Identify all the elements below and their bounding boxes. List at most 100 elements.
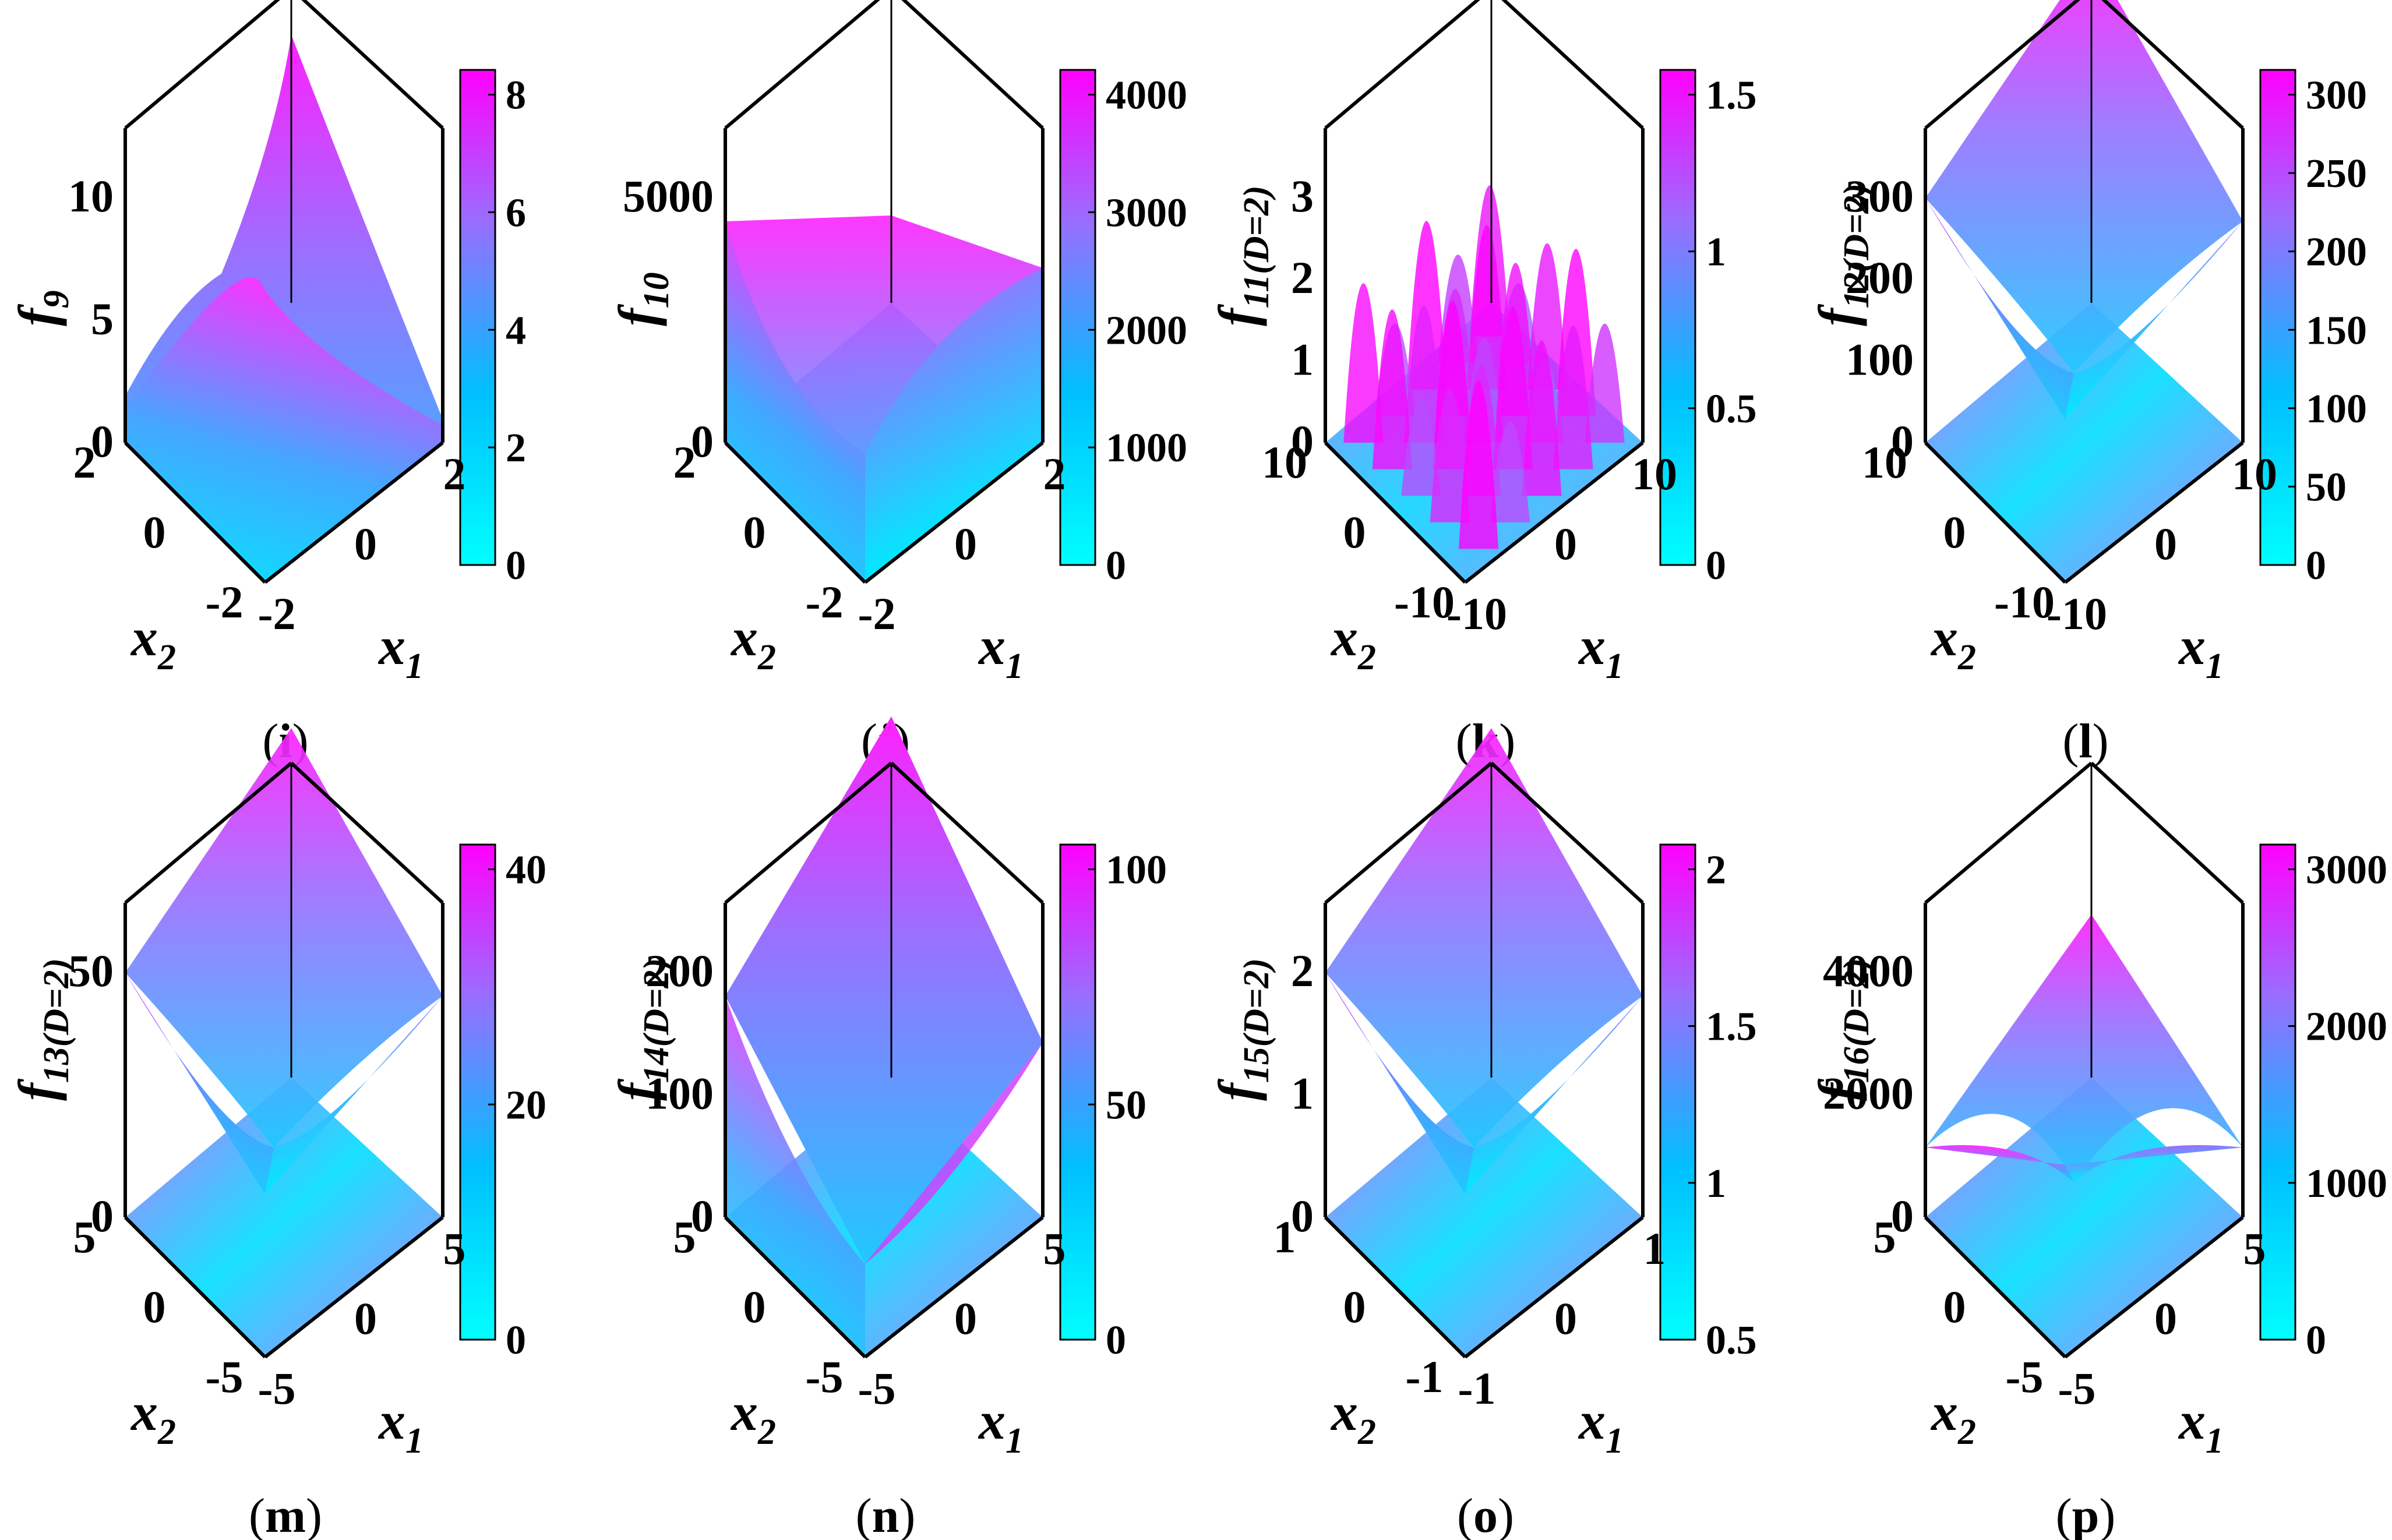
surface-front-left	[1925, 198, 2074, 419]
colorbar-tick-label: 50	[1106, 1083, 1146, 1128]
x1-axis-label: x1	[2178, 1391, 2224, 1461]
x1-tick-label: 0	[2154, 1293, 2177, 1344]
z-axis-label-subscript: 12(D=2)	[1837, 183, 1876, 308]
axis-edge	[1924, 761, 2093, 905]
surface-front-right	[1465, 996, 1643, 1194]
surface-front-left	[1925, 1145, 2074, 1182]
x1-tick-label: -1	[1458, 1363, 1496, 1414]
z-tick-label: 2	[1291, 945, 1314, 996]
x1-label-subscript: 1	[405, 647, 424, 686]
surface-peak	[1490, 421, 1530, 522]
x1-label-base: x	[378, 1391, 405, 1450]
caption-letter: o	[1473, 1489, 1498, 1540]
x2-tick-label: 5	[73, 1211, 96, 1262]
axis-edge	[2064, 441, 2244, 584]
colorbar-tick-label: 8	[506, 73, 526, 118]
x1-tick-label: 2	[443, 448, 466, 499]
x2-tick-label: -10	[1394, 577, 1455, 627]
axes-box	[724, 0, 1045, 584]
z-tick-label: 300	[1846, 171, 1914, 221]
x2-tick-label: 10	[1862, 437, 1907, 488]
x1-tick-label: 0	[354, 1293, 377, 1344]
z-tick-label: 1	[1291, 1068, 1314, 1118]
colorbar: 0 50 100 150 200 250 300	[2259, 69, 2367, 588]
colorbar-tick-label: 40	[506, 848, 546, 893]
caption-letter: n	[872, 1489, 899, 1540]
x2-tick-label: 0	[743, 507, 766, 557]
z-axis-label-subscript: 16(D=2)	[1837, 958, 1876, 1083]
z-ticks: 0 1 2 3	[1291, 171, 1314, 467]
colorbar-tick-label: 0	[2306, 543, 2326, 588]
x2-tick-label: 2	[73, 437, 96, 488]
colorbar-tick-label: 1000	[2306, 1161, 2387, 1206]
x2-tick-label: 0	[743, 1281, 766, 1332]
colorbar: 0 2 4 6 8	[459, 69, 526, 588]
z-axis-label-subscript: 13(D=2)	[37, 958, 76, 1083]
z-tick-label: 0	[691, 416, 714, 467]
caption-paren: (	[2056, 1489, 2072, 1540]
z-axis-label-subscript: 14(D=2)	[637, 958, 676, 1083]
x1-label-subscript: 1	[1006, 1421, 1024, 1461]
surface-plot	[1925, 0, 2243, 582]
x1-axis-label: x1	[1578, 1391, 1624, 1461]
colorbar: 0 0.5 1 1.5	[1659, 69, 1757, 588]
axis-edge	[724, 0, 880, 130]
z-tick-label: 50	[68, 945, 114, 996]
x1-tick-label: -5	[858, 1363, 896, 1414]
axis-edge	[1924, 1216, 2067, 1359]
z-axis-label-subscript: 9	[37, 290, 76, 308]
surface-plot	[1925, 914, 2243, 1357]
caption: (n)	[856, 1489, 916, 1540]
z-ticks: 0 50	[68, 945, 114, 1241]
surface-front	[125, 277, 443, 582]
z-tick-label: 0	[91, 1191, 114, 1241]
surface-plot	[725, 716, 1043, 1357]
axis-edge	[124, 761, 292, 905]
surface-front-left	[125, 973, 274, 1194]
z-tick-label: 0	[91, 416, 114, 467]
x2-axis-label: x2	[130, 1382, 176, 1452]
colorbar-tick-label: 150	[2306, 308, 2367, 353]
colorbar: 0.5 1 1.5 2	[1659, 843, 1757, 1363]
x1-label-subscript: 1	[1606, 1421, 1624, 1461]
x1-axis-label: x1	[378, 1391, 424, 1461]
surface-front-left	[725, 221, 865, 582]
z-tick-label: 100	[645, 1068, 714, 1118]
x2-axis-label: x2	[730, 607, 776, 677]
z-ticks: 0 2000 4000	[1823, 945, 1914, 1241]
axis-edge	[1464, 1216, 1644, 1359]
caption-letter: m	[265, 1489, 306, 1540]
x2-label-subscript: 2	[757, 1412, 776, 1452]
x2-axis-label: x2	[730, 1382, 776, 1452]
z-tick-label: 200	[645, 945, 714, 996]
x1-tick-label: 2	[1043, 448, 1066, 499]
x2-tick-label: -2	[806, 577, 844, 627]
x2-axis-label: x2	[1930, 607, 1976, 677]
axis-edge	[1324, 1216, 1467, 1359]
z-tick-label: 2000	[1823, 1068, 1914, 1118]
caption-letter: l	[2079, 714, 2092, 768]
z-ticks: 0 5 10	[68, 171, 114, 467]
colorbar-tick-label: 1	[1706, 1161, 1726, 1206]
x1-label-base: x	[2178, 616, 2206, 676]
x1-axis-label: x1	[978, 1391, 1024, 1461]
caption-paren: (	[1456, 714, 1472, 768]
z-tick-label: 0	[1291, 416, 1314, 467]
caption-paren: (	[2062, 714, 2079, 768]
x2-tick-label: 0	[143, 1281, 166, 1332]
z-axis-label: f13(D=2)	[8, 958, 76, 1101]
x1-label-subscript: 1	[1006, 647, 1024, 686]
axis-edge	[124, 0, 280, 130]
x2-label-subscript: 2	[757, 638, 776, 677]
surface-front-right	[2065, 221, 2243, 419]
axis-edge	[724, 761, 892, 905]
colorbar-tick-label: 2000	[1106, 308, 1187, 353]
z-axis-label: f12(D=2)	[1808, 183, 1876, 326]
x1-label-subscript: 1	[1606, 647, 1624, 686]
x1-tick-label: -10	[1447, 588, 1507, 639]
surface-plot	[125, 35, 443, 582]
x1-label-base: x	[978, 1391, 1006, 1450]
colorbar-gradient	[1659, 843, 1696, 1341]
x1-label-base: x	[378, 616, 405, 676]
